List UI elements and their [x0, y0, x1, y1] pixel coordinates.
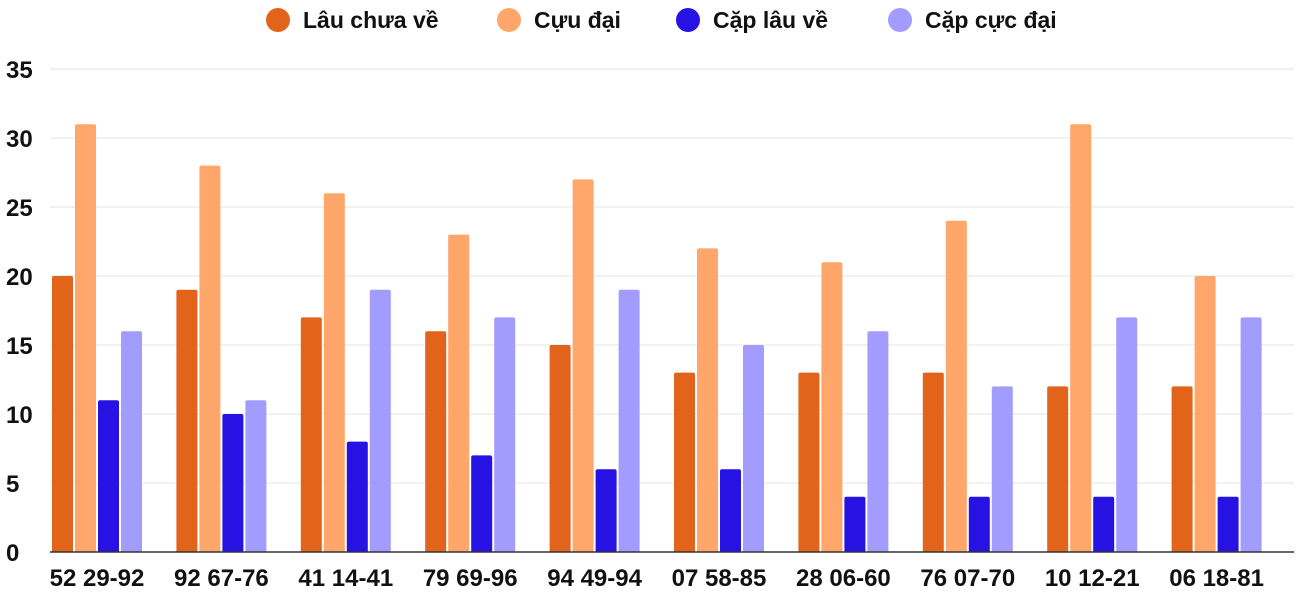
bar-2-5 — [720, 469, 741, 552]
bar-3-7 — [991, 386, 1013, 552]
bar-1-6 — [821, 262, 843, 552]
bar-2-4 — [595, 469, 617, 552]
bar-0-2 — [300, 317, 322, 552]
y-tick-label-20: 20 — [6, 264, 33, 291]
bar-2-8 — [1093, 496, 1115, 552]
bar-3-6 — [867, 331, 889, 552]
x-category-label-5: 07 58-85 — [672, 565, 767, 592]
bar-2-6 — [844, 496, 866, 552]
bar-1-2 — [323, 193, 345, 552]
legend-marker-3 — [888, 8, 912, 32]
bar-2-9 — [1217, 496, 1239, 552]
legend-label-2: Cặp lâu về — [713, 7, 828, 33]
x-category-label-8: 10 12-21 — [1045, 565, 1140, 592]
x-category-label-6: 28 06-60 — [796, 565, 891, 592]
legend: Lâu chưa về Cựu đại Cặp lâu về Cặp cực đại — [266, 7, 1057, 33]
bar-3-0 — [121, 331, 142, 552]
legend-marker-0 — [266, 8, 290, 32]
legend-marker-2 — [676, 8, 700, 32]
bar-2-0 — [98, 400, 119, 552]
bar-0-4 — [549, 345, 571, 552]
legend-label-0: Lâu chưa về — [303, 7, 439, 33]
y-axis-ticks: 0 5 10 15 20 25 30 35 — [6, 57, 33, 567]
bar-0-3 — [425, 331, 447, 552]
bar-1-5 — [697, 248, 718, 552]
bar-3-3 — [494, 317, 516, 552]
bar-0-1 — [176, 289, 198, 552]
bar-1-4 — [572, 179, 594, 552]
x-category-label-2: 41 14-41 — [298, 565, 393, 592]
bar-3-4 — [618, 289, 640, 552]
bar-1-3 — [448, 234, 470, 552]
y-tick-label-30: 30 — [6, 126, 33, 153]
x-category-label-1: 92 67-76 — [174, 565, 269, 592]
x-category-label-0: 52 29-92 — [50, 565, 145, 592]
bar-0-0 — [52, 276, 73, 552]
y-tick-label-0: 0 — [6, 540, 19, 567]
x-axis-categories: 52 29-92 92 67-76 41 14-41 79 69-96 94 49-94… — [50, 565, 1264, 592]
bar-2-1 — [222, 414, 244, 552]
bar-2-3 — [471, 455, 493, 552]
bar-3-1 — [245, 400, 267, 552]
x-category-label-9: 06 18-81 — [1169, 565, 1264, 592]
bar-0-6 — [798, 372, 820, 552]
bar-0-8 — [1047, 386, 1069, 552]
bar-2-2 — [346, 441, 368, 552]
bar-0-9 — [1171, 386, 1193, 552]
y-tick-label-10: 10 — [6, 402, 33, 429]
bar-1-1 — [199, 165, 221, 552]
legend-label-3: Cặp cực đại — [925, 7, 1057, 33]
bar-3-8 — [1116, 317, 1138, 552]
y-tick-label-35: 35 — [6, 57, 33, 84]
bar-1-7 — [945, 220, 967, 553]
bars — [52, 124, 1262, 553]
bar-0-7 — [922, 372, 944, 552]
legend-label-1: Cựu đại — [534, 7, 621, 33]
y-tick-label-15: 15 — [6, 333, 33, 360]
bar-1-8 — [1070, 124, 1092, 552]
bar-3-9 — [1240, 317, 1262, 552]
bar-3-5 — [743, 345, 764, 552]
x-category-label-4: 94 49-94 — [547, 565, 642, 592]
bar-1-9 — [1194, 276, 1216, 552]
x-category-label-3: 79 69-96 — [423, 565, 518, 592]
y-tick-label-25: 25 — [6, 195, 33, 222]
bar-1-0 — [75, 124, 96, 552]
bar-2-7 — [968, 496, 990, 552]
y-tick-label-5: 5 — [6, 471, 19, 498]
legend-marker-1 — [497, 8, 521, 32]
x-category-label-7: 76 07-70 — [920, 565, 1015, 592]
bar-3-2 — [369, 289, 391, 552]
bar-0-5 — [674, 372, 695, 552]
